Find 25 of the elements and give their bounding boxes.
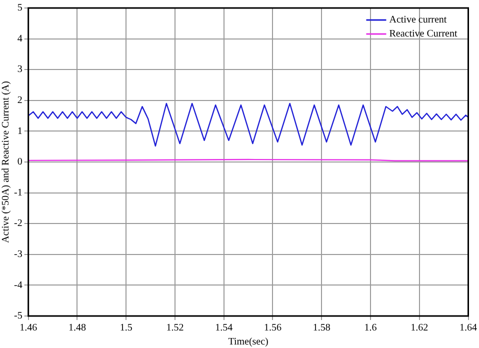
legend-label: Active current [389,14,447,26]
legend-label: Reactive Current [389,28,458,40]
x-axis-title: Time(sec) [228,336,268,348]
y-tick-label: -4 [14,280,22,291]
x-tick-label: 1.6 [364,322,377,334]
y-tick-label: 1 [17,126,22,137]
x-tick-label: 1.48 [68,322,86,334]
x-tick-label: 1.58 [312,322,330,334]
y-tick-label: -5 [14,310,22,322]
y-tick-label: -1 [14,187,22,198]
y-tick-label: 2 [17,95,22,106]
y-axis-title: Active (*50A) and Reactive Current (A) [0,81,12,243]
x-tick-label: 1.52 [166,322,184,334]
x-tick-label: 1.54 [215,322,233,334]
x-tick-label: 1.62 [410,322,428,334]
y-tick-label: 4 [17,33,22,44]
y-tick-label: 3 [17,64,22,76]
y-tick-label: 0 [17,156,22,168]
x-tick-label: 1.64 [460,322,477,334]
x-tick-label: 1.56 [264,322,282,334]
x-tick-label: 1.5 [120,322,132,334]
y-tick-label: -2 [14,218,22,230]
y-tick-label: 5 [17,2,22,14]
x-tick-label: 1.46 [20,322,38,334]
y-tick-label: -3 [14,249,22,260]
